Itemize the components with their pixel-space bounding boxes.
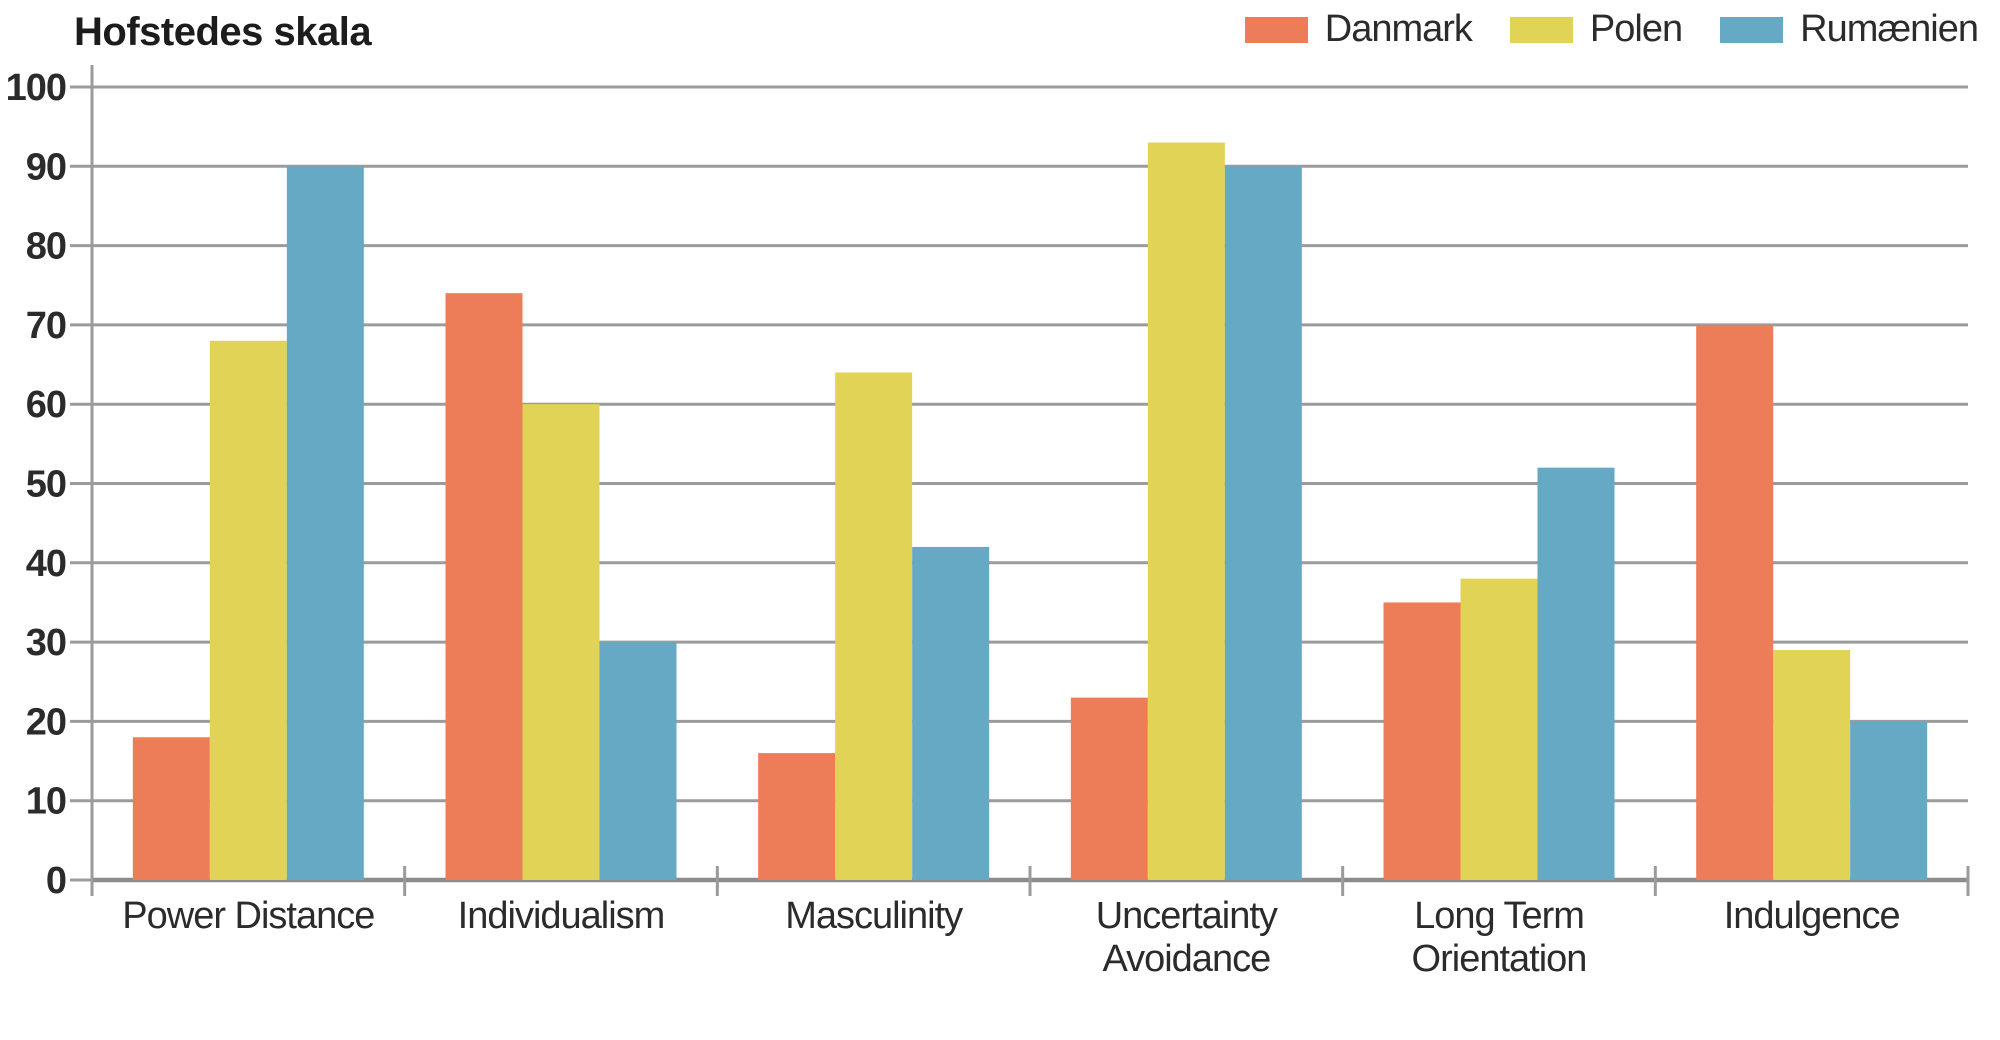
legend: Danmark Polen Rumænien xyxy=(1244,8,1979,51)
legend-swatch-danmark xyxy=(1244,16,1308,43)
bars xyxy=(132,142,1928,881)
y-tick-label-100: 100 xyxy=(6,67,66,109)
y-tick-label-90: 90 xyxy=(26,146,66,188)
y-tick-label-40: 40 xyxy=(26,543,66,585)
y-tick-label-60: 60 xyxy=(26,384,66,426)
legend-swatch-polen xyxy=(1509,16,1573,43)
y-tick-label-50: 50 xyxy=(26,464,66,506)
bar-danmark-long-term-orientation xyxy=(1383,602,1461,880)
bar-polen-masculinity xyxy=(835,372,913,880)
bar-danmark-indulgence xyxy=(1696,324,1774,880)
bar-rum-nien-long-term-orientation xyxy=(1537,467,1615,880)
bar-rum-nien-power-distance xyxy=(286,166,364,881)
category-label-uncertainty-avoidance-line1: Uncertainty xyxy=(1096,895,1278,937)
bar-polen-power-distance xyxy=(209,340,287,880)
legend-label-danmark: Danmark xyxy=(1324,8,1473,50)
axis-labels: 0 10 20 30 40 50 60 70 80 90 100 Power Distance Indi… xyxy=(6,67,1901,980)
category-label-long-term-orientation-line2: Orientation xyxy=(1412,938,1587,980)
bar-danmark-power-distance xyxy=(132,737,210,880)
y-tick-label-20: 20 xyxy=(26,701,66,743)
bar-danmark-masculinity xyxy=(758,753,836,880)
category-label-power-distance: Power Distance xyxy=(122,895,374,937)
bar-polen-individualism xyxy=(522,404,600,880)
legend-swatch-rumaenien xyxy=(1720,16,1784,43)
legend-label-rumaenien: Rumænien xyxy=(1800,8,1979,50)
bar-polen-long-term-orientation xyxy=(1460,578,1538,880)
chart-title: Hofstedes skala xyxy=(74,10,372,54)
category-label-masculinity: Masculinity xyxy=(785,895,963,937)
category-label-individualism: Individualism xyxy=(458,895,665,937)
bar-rum-nien-individualism xyxy=(599,642,677,880)
y-tick-label-10: 10 xyxy=(26,781,66,823)
legend-item-rumaenien: Rumænien xyxy=(1720,8,1979,51)
gridlines xyxy=(92,85,1968,883)
bar-polen-uncertainty-avoidance xyxy=(1147,142,1225,880)
category-label-uncertainty-avoidance-line2: Avoidance xyxy=(1102,938,1270,980)
bar-danmark-uncertainty-avoidance xyxy=(1070,697,1148,880)
y-tick-label-0: 0 xyxy=(46,860,66,902)
bar-rum-nien-masculinity xyxy=(912,546,990,880)
bar-danmark-individualism xyxy=(445,293,523,880)
legend-item-polen: Polen xyxy=(1509,8,1683,51)
category-label-long-term-orientation-line1: Long Term xyxy=(1414,895,1584,937)
y-tick-label-80: 80 xyxy=(26,226,66,268)
legend-item-danmark: Danmark xyxy=(1244,8,1473,51)
bar-rum-nien-uncertainty-avoidance xyxy=(1224,166,1302,881)
axes xyxy=(70,65,1970,896)
category-label-indulgence: Indulgence xyxy=(1724,895,1900,937)
legend-label-polen: Polen xyxy=(1589,8,1683,50)
bar-rum-nien-indulgence xyxy=(1850,721,1928,880)
y-tick-label-70: 70 xyxy=(26,305,66,347)
bar-polen-indulgence xyxy=(1773,650,1851,880)
y-tick-label-30: 30 xyxy=(26,622,66,664)
